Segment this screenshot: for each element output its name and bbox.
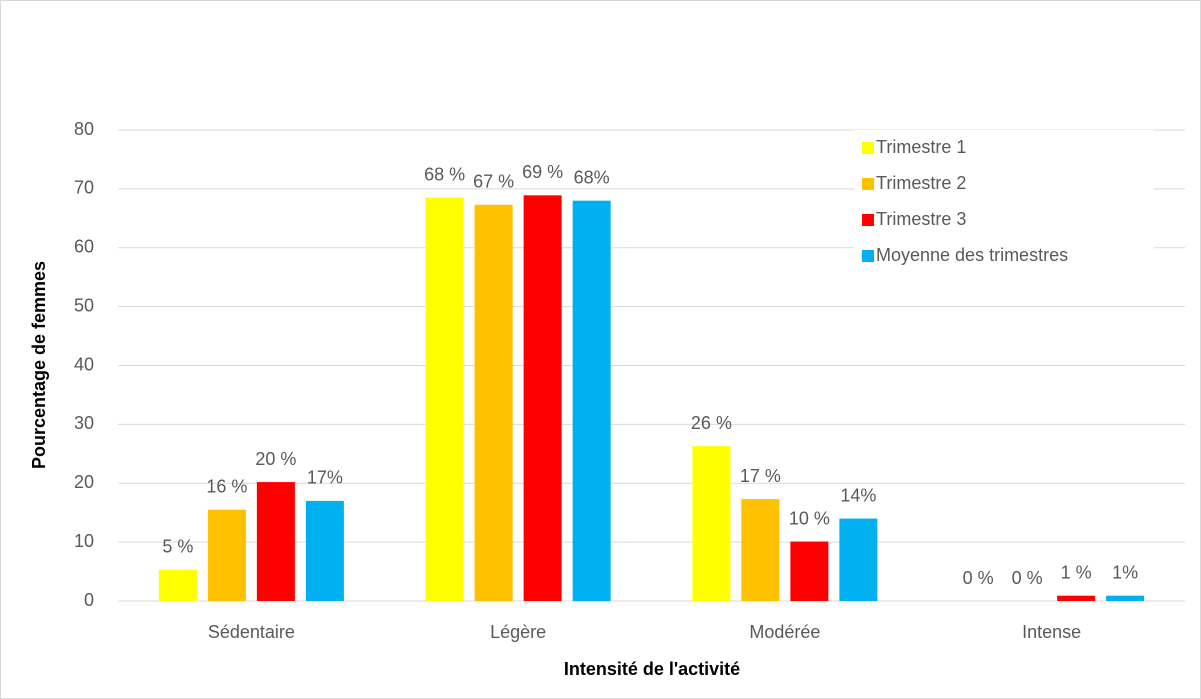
- x-tick-label: Intense: [1022, 622, 1081, 642]
- bar: [1106, 595, 1145, 601]
- y-tick-label: 40: [74, 354, 94, 374]
- bar: [425, 197, 464, 602]
- value-label: 14%: [840, 485, 876, 505]
- value-label: 17%: [307, 468, 343, 488]
- value-label: 67 %: [473, 172, 514, 192]
- value-label: 26 %: [691, 413, 732, 433]
- x-tick-label: Modérée: [749, 622, 820, 642]
- legend-swatch: [862, 214, 874, 226]
- value-label: 68%: [574, 167, 610, 187]
- value-label: 20 %: [255, 449, 296, 469]
- bar: [692, 446, 731, 601]
- value-label: 69 %: [522, 162, 563, 182]
- bar: [1057, 595, 1096, 601]
- value-label: 10 %: [789, 508, 830, 528]
- y-tick-label: 20: [74, 472, 94, 492]
- legend-background: [854, 130, 1154, 278]
- value-label: 17 %: [740, 466, 781, 486]
- legend-label: Trimestre 2: [876, 173, 966, 193]
- y-axis-label: Pourcentage de femmes: [29, 261, 49, 469]
- x-tick-label: Légère: [490, 622, 546, 642]
- bar: [474, 204, 513, 602]
- legend-label: Trimestre 3: [876, 209, 966, 229]
- legend-swatch: [862, 250, 874, 262]
- value-label: 5 %: [162, 537, 193, 557]
- bar: [207, 509, 246, 601]
- value-label: 1 %: [1061, 562, 1092, 582]
- legend-swatch: [862, 178, 874, 190]
- value-label: 1%: [1112, 562, 1138, 582]
- bar: [523, 195, 562, 601]
- bar: [158, 569, 197, 601]
- bar: [790, 541, 829, 601]
- y-tick-label: 50: [74, 295, 94, 315]
- bar: [839, 518, 878, 601]
- y-tick-label: 10: [74, 531, 94, 551]
- value-label: 0 %: [963, 568, 994, 588]
- y-tick-label: 30: [74, 413, 94, 433]
- bar: [572, 200, 611, 601]
- y-tick-label: 60: [74, 237, 94, 257]
- bar: [256, 482, 295, 601]
- x-axis-label: Intensité de l'activité: [564, 659, 740, 679]
- legend-label: Moyenne des trimestres: [876, 245, 1068, 265]
- y-tick-label: 70: [74, 178, 94, 198]
- value-label: 0 %: [1012, 568, 1043, 588]
- bar: [305, 500, 344, 601]
- legend-label: Trimestre 1: [876, 137, 966, 157]
- y-tick-label: 0: [84, 590, 94, 610]
- legend-swatch: [862, 142, 874, 154]
- value-label: 16 %: [206, 476, 247, 496]
- value-label: 68 %: [424, 164, 465, 184]
- x-tick-label: Sédentaire: [208, 622, 295, 642]
- y-tick-label: 80: [74, 119, 94, 139]
- bar: [741, 499, 780, 601]
